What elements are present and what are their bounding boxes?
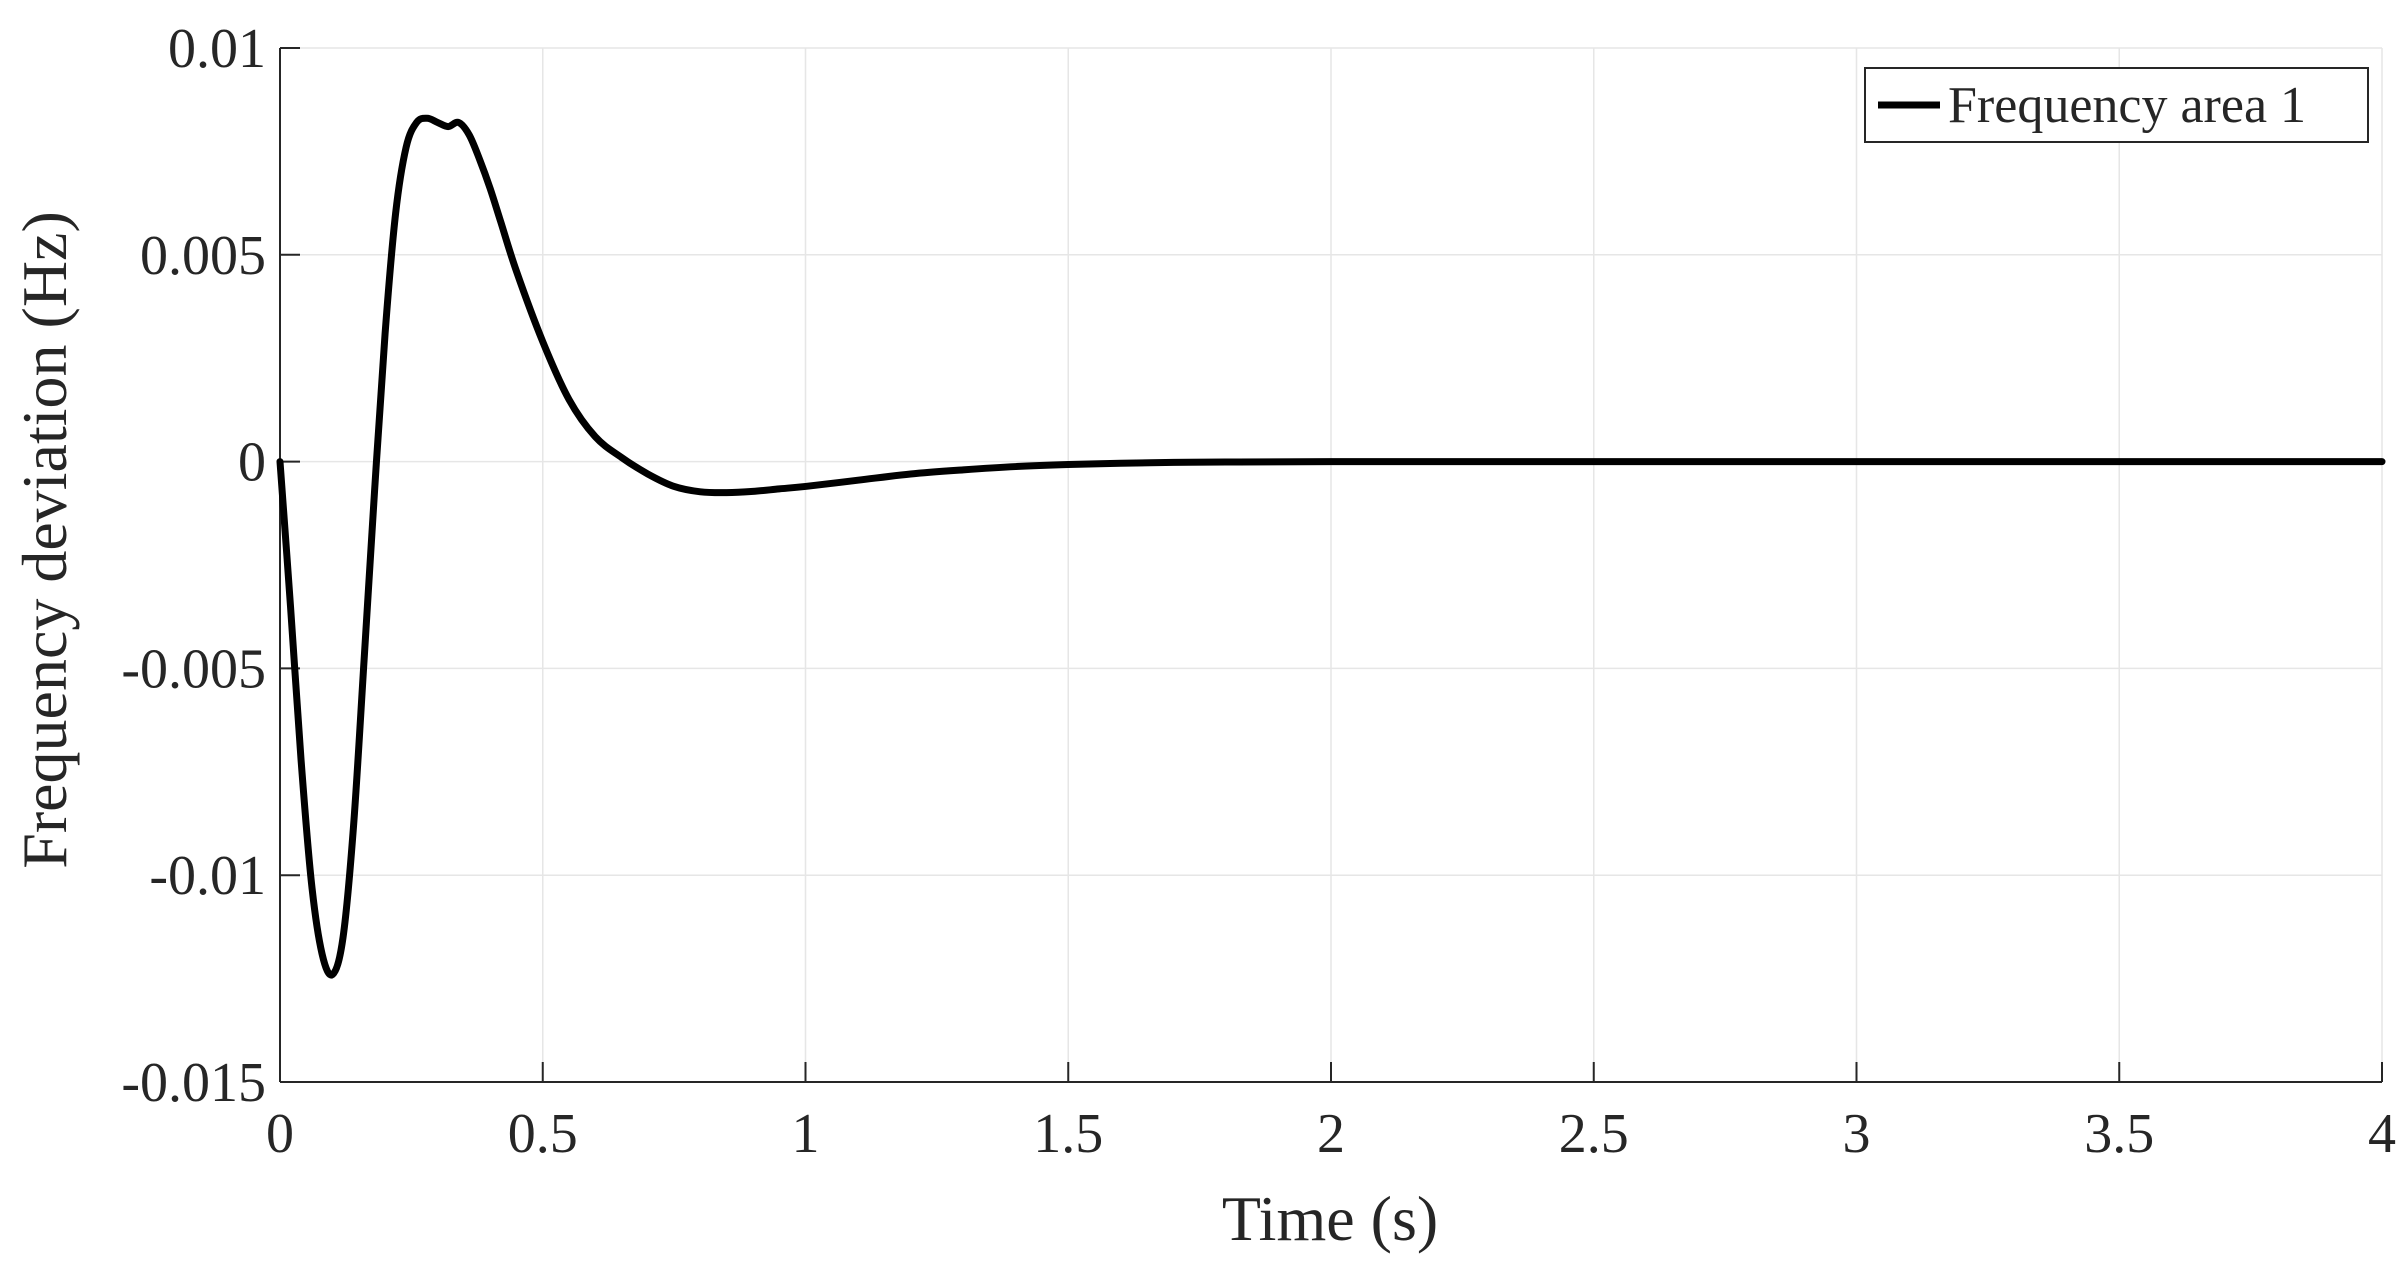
y-tick-label: 0 [238, 432, 266, 494]
y-tick-label: 0.01 [168, 18, 266, 80]
x-tick-label: 3.5 [2084, 1103, 2154, 1165]
series-line-frequency-area-1 [276, 114, 2386, 979]
x-tick-label: 0.5 [508, 1103, 578, 1165]
legend-label-frequency-area-1: Frequency area 1 [1948, 77, 2306, 134]
y-axis-label: Frequency deviation (Hz) [9, 211, 80, 869]
y-tick-label: -0.01 [149, 845, 266, 907]
x-tick-label: 2 [1317, 1103, 1345, 1165]
x-tick-label: 2.5 [1559, 1103, 1629, 1165]
legend: Frequency area 1 [1864, 67, 2369, 143]
legend-box [1864, 67, 2369, 143]
x-tick-label: 3 [1843, 1103, 1871, 1165]
series-layer [276, 114, 2386, 979]
y-tick-label: -0.005 [121, 638, 266, 700]
axes [279, 47, 2383, 1083]
y-tick-label: 0.005 [140, 225, 266, 287]
x-tick-label: 1.5 [1033, 1103, 1103, 1165]
x-tick-label: 0 [266, 1103, 294, 1165]
y-tick-label: -0.015 [121, 1052, 266, 1114]
x-axis-label: Time (s) [1222, 1183, 1438, 1254]
tick-labels: 0 0.5 1 1.5 2 2.5 3 3.5 4 -0.015 -0.01 -0.005 0 0.005… [121, 18, 2396, 1165]
x-tick-label: 4 [2368, 1103, 2396, 1165]
x-tick-label: 1 [792, 1103, 820, 1165]
